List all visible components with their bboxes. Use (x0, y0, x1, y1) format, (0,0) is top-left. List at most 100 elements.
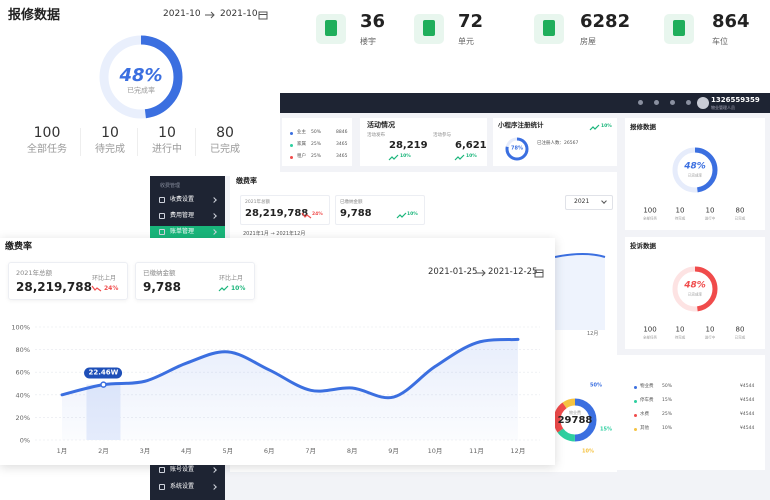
card-title: 小程序注册统计 (498, 121, 544, 129)
owner-count: 8846 (336, 130, 348, 135)
stat-value: 28,219 (389, 140, 428, 151)
menu-item: 账号设置 (170, 466, 195, 473)
count-value: 6282 (580, 11, 631, 32)
stat-label: 已缴纳金额 (340, 200, 363, 205)
stat-divider (80, 128, 81, 156)
repair-donut (99, 35, 183, 119)
legend-pct: 25% (662, 412, 673, 417)
x-tick-label: 4月 (181, 447, 192, 455)
y-tick-label: 20% (16, 414, 30, 422)
arrow-icon (476, 269, 486, 277)
menu-icon (159, 229, 165, 235)
stat-divider (195, 128, 196, 156)
year: 2021 (574, 198, 590, 205)
owner-pct: 50% (311, 130, 322, 135)
arrow (476, 269, 486, 277)
date-from: 2021-10 (163, 9, 201, 19)
line-chart: 0% 20% 40% 60% 80% 100% 1月 2月 3月 4月 5月 6月 7月 8月 9月 10月 1… (11, 324, 540, 455)
partial-chart (554, 253, 606, 330)
stat-box (135, 262, 255, 300)
stat-label: 进行中 (704, 335, 716, 340)
calendar-body (534, 269, 544, 278)
stat-label: 进行中 (704, 216, 716, 221)
menu-item: 费用管理 (170, 212, 195, 219)
trend-icon (301, 212, 312, 219)
legend-name: 其他 (640, 426, 649, 431)
trend-line (396, 212, 407, 219)
menu-icon (159, 467, 165, 473)
stat-value: 100 (643, 325, 657, 334)
period: 2021年1月 → 2021年12月 (243, 231, 306, 237)
stat-change: 10% (407, 212, 418, 217)
stat-value: 9,788 (340, 208, 372, 219)
repair-donut (672, 147, 718, 193)
stat-value: 100 (643, 206, 657, 215)
count-label: 楼宇 (360, 37, 376, 46)
x-tick-label: 12月 (511, 447, 526, 455)
trend-icon (589, 124, 600, 131)
donut-arc (505, 137, 529, 161)
year-select (565, 195, 613, 210)
legend-pct: 10% (662, 426, 673, 431)
count-label: 车位 (712, 37, 728, 46)
card-title: 报修数据 (630, 123, 656, 131)
date-to: 2021-12-25 (488, 267, 538, 277)
stat-value: 10 (705, 206, 715, 215)
card-title: 报修数据 (8, 8, 61, 23)
donut-label: 48% (684, 280, 706, 291)
stat-value: 10 (705, 325, 715, 334)
menu-active (150, 226, 225, 238)
repair-summary-card (0, 0, 280, 176)
x-tick-label: 7月 (305, 447, 316, 455)
legend-dot (290, 132, 293, 135)
legend-amount: ¥4544 (740, 398, 755, 403)
header-dot (670, 100, 675, 105)
y-tick-label: 40% (16, 391, 30, 399)
donut-caption: 物业费 (569, 410, 581, 415)
card-title: 投诉数据 (630, 242, 656, 250)
registered: 已注册人数：26567 (537, 141, 579, 146)
stat-value: 80 (735, 325, 745, 334)
month-label: 12月 (587, 331, 599, 337)
stat-label: 2021年总额 (16, 269, 53, 277)
stat-value: 6,621 (455, 140, 487, 151)
stat-divider (137, 128, 138, 156)
menu-icon (159, 213, 165, 219)
legend-dot (634, 414, 637, 417)
line (60, 337, 520, 400)
trend-line (454, 154, 465, 161)
chart-title: 缴费率 (5, 242, 33, 252)
stat-label: 全部任务 (27, 144, 67, 155)
stat-change: 10% (466, 154, 477, 159)
stat-label: 待完成 (674, 216, 686, 221)
hover-dot (100, 381, 107, 388)
donut-segment (553, 398, 597, 442)
legend-amount: ¥4544 (740, 412, 755, 417)
arrow-icon (205, 11, 215, 19)
x-tick-label: 1月 (57, 447, 68, 455)
calendar-icon (534, 269, 544, 278)
trend-icon (396, 212, 407, 219)
stat-label: 已缴纳金额 (143, 269, 176, 277)
activity-card (360, 118, 487, 166)
donut-total: 29788 (557, 415, 593, 426)
stat-change: 24% (104, 285, 119, 292)
stat-value: 100 (33, 125, 61, 141)
count-icon (543, 20, 555, 36)
card-title: 缴费率 (236, 177, 257, 185)
owner-card (282, 118, 352, 166)
x-tick-label: 6月 (264, 447, 275, 455)
y-tick-label: 60% (16, 369, 30, 377)
stat-value: 10 (675, 206, 685, 215)
partial-line (554, 253, 606, 258)
donut-arc (672, 147, 718, 193)
tooltip: 22.46W (84, 367, 123, 379)
trend-line (218, 285, 229, 292)
miniapp-donut (505, 137, 529, 161)
legend-dot (290, 144, 293, 147)
stat-label: 全部任务 (643, 335, 657, 340)
header-dot (654, 100, 659, 105)
stat-box (335, 195, 425, 225)
stat-change: 10% (400, 154, 411, 159)
